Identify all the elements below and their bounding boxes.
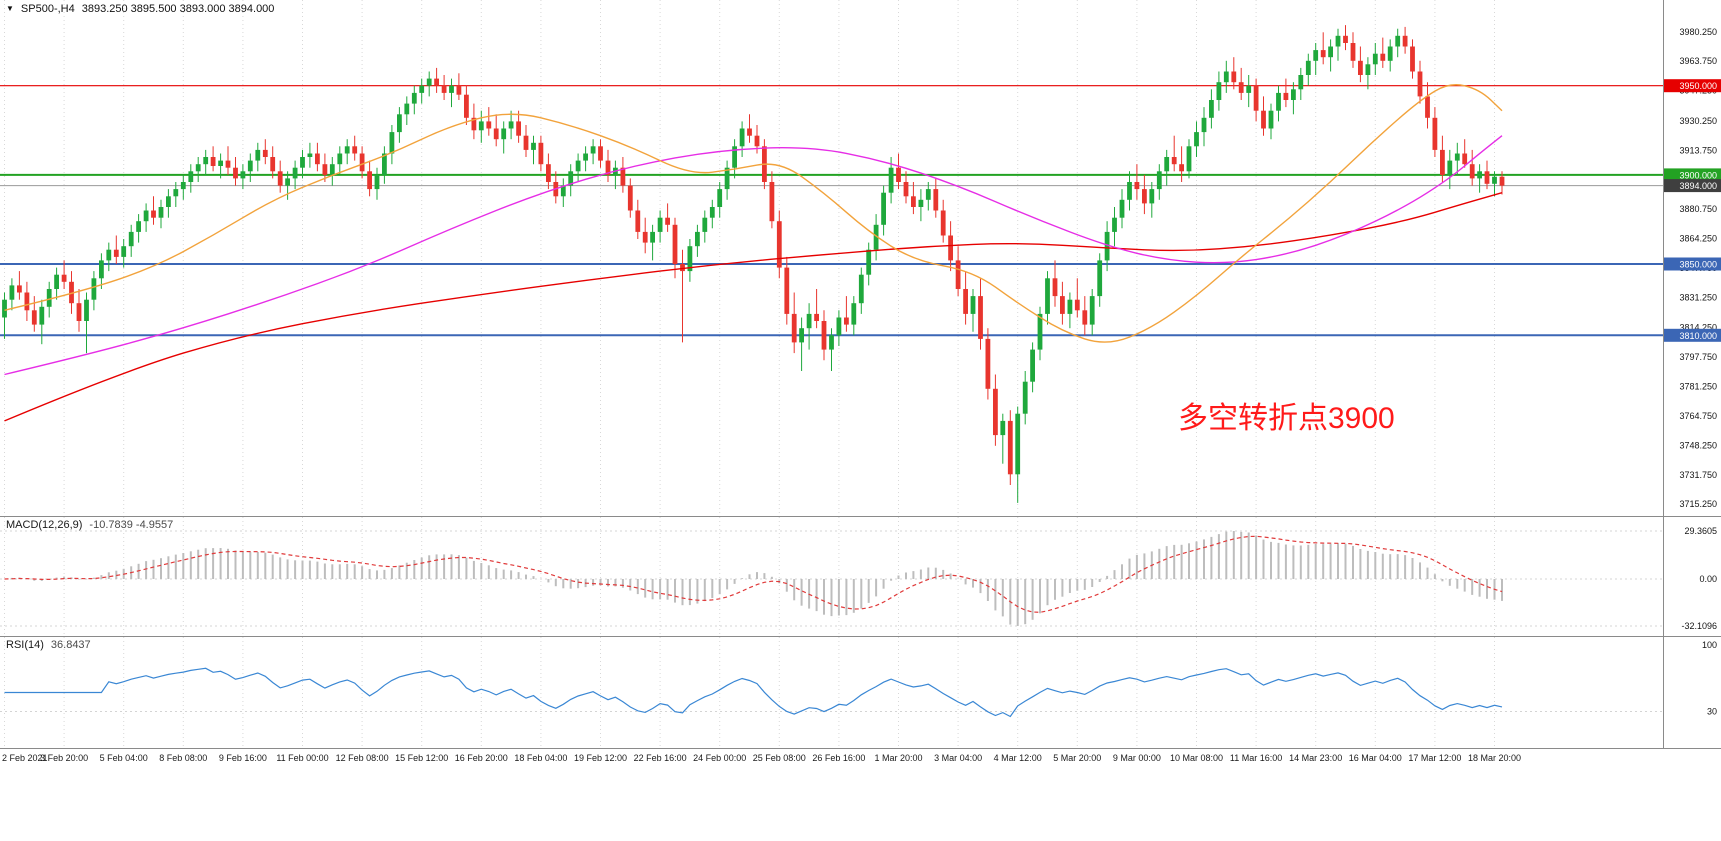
- svg-text:-32.1096: -32.1096: [1681, 621, 1717, 631]
- svg-text:3880.750: 3880.750: [1679, 204, 1717, 214]
- svg-text:30: 30: [1707, 707, 1717, 717]
- rsi-chart[interactable]: 100 30: [0, 637, 1721, 748]
- time-label: 9 Feb 16:00: [218, 753, 267, 763]
- price-chart[interactable]: 3980.2503963.7503947.2503930.2503913.750…: [0, 0, 1721, 516]
- time-label: 22 Feb 16:00: [633, 753, 687, 763]
- svg-text:29.3605: 29.3605: [1684, 526, 1717, 536]
- svg-text:3731.750: 3731.750: [1679, 470, 1717, 480]
- svg-text:3913.750: 3913.750: [1679, 145, 1717, 155]
- svg-text:100: 100: [1702, 640, 1717, 650]
- svg-text:3850.000: 3850.000: [1679, 260, 1717, 270]
- ma-mid-magenta: [4, 135, 1503, 376]
- svg-text:3810.000: 3810.000: [1679, 331, 1717, 341]
- time-label: 5 Mar 20:00: [1053, 753, 1102, 763]
- rsi-canvas[interactable]: 100 30: [0, 637, 1721, 748]
- time-label: 3 Feb 20:00: [40, 753, 89, 763]
- svg-text:3764.750: 3764.750: [1679, 411, 1717, 421]
- time-label: 11 Mar 16:00: [1229, 753, 1283, 763]
- time-label: 8 Feb 08:00: [159, 753, 208, 763]
- svg-text:3797.750: 3797.750: [1679, 352, 1717, 362]
- main-chart-panel[interactable]: 3980.2503963.7503947.2503930.2503913.750…: [0, 0, 1721, 516]
- time-label: 16 Mar 04:00: [1348, 753, 1402, 763]
- time-label: 18 Mar 20:00: [1467, 753, 1522, 763]
- time-label: 18 Feb 04:00: [514, 753, 568, 763]
- svg-text:3950.000: 3950.000: [1679, 81, 1717, 91]
- price-chart-canvas[interactable]: 3980.2503963.7503947.2503930.2503913.750…: [0, 0, 1721, 516]
- time-label: 17 Mar 12:00: [1408, 753, 1462, 763]
- time-label: 9 Mar 00:00: [1112, 753, 1161, 763]
- macd-canvas[interactable]: 29.3605 0.00 -32.1096: [0, 517, 1721, 636]
- rsi-line: [4, 667, 1503, 718]
- time-label: 24 Feb 00:00: [693, 753, 747, 763]
- svg-text:3900.000: 3900.000: [1679, 170, 1717, 180]
- svg-text:3715.250: 3715.250: [1679, 499, 1717, 509]
- time-label: 1 Mar 20:00: [874, 753, 923, 763]
- time-label: 10 Mar 08:00: [1169, 753, 1224, 763]
- svg-text:3748.250: 3748.250: [1679, 440, 1717, 450]
- svg-text:3864.250: 3864.250: [1679, 234, 1717, 244]
- rsi-panel[interactable]: 100 30 RSI(14) 36.8437: [0, 636, 1721, 748]
- ma-slow-red: [4, 192, 1503, 422]
- svg-text:3930.250: 3930.250: [1679, 116, 1717, 126]
- svg-text:3963.750: 3963.750: [1679, 56, 1717, 66]
- ma-fast-orange: [4, 84, 1503, 343]
- time-label: 15 Feb 12:00: [395, 753, 449, 763]
- footer-blank: [0, 770, 1721, 841]
- svg-text:0.00: 0.00: [1699, 574, 1717, 584]
- time-label: 11 Feb 00:00: [276, 753, 329, 763]
- time-label: 12 Feb 08:00: [335, 753, 389, 763]
- time-label: 2 Feb 2021: [2, 753, 48, 763]
- time-axis[interactable]: 2 Feb 2021 3 Feb 20:00 5 Feb 04:00 8 Feb 08…: [0, 748, 1721, 770]
- svg-text:3781.250: 3781.250: [1679, 382, 1717, 392]
- time-label: 16 Feb 20:00: [454, 753, 508, 763]
- macd-signal-line: [4, 535, 1503, 613]
- svg-text:3894.000: 3894.000: [1679, 181, 1717, 191]
- svg-text:3814.250: 3814.250: [1679, 323, 1717, 333]
- time-label: 3 Mar 04:00: [934, 753, 983, 763]
- time-label: 26 Feb 16:00: [812, 753, 866, 763]
- macd-panel[interactable]: 29.3605 0.00 -32.1096 MACD(12,26,9) -10.783…: [0, 516, 1721, 636]
- time-label: 19 Feb 12:00: [573, 753, 628, 763]
- svg-text:3980.250: 3980.250: [1679, 27, 1717, 37]
- time-label: 5 Feb 04:00: [99, 753, 148, 763]
- time-label: 14 Mar 23:00: [1289, 753, 1343, 763]
- macd-chart[interactable]: 29.3605 0.00 -32.1096: [0, 517, 1721, 636]
- time-label: 25 Feb 08:00: [752, 753, 806, 763]
- svg-text:3831.250: 3831.250: [1679, 292, 1717, 302]
- time-label: 4 Mar 12:00: [993, 753, 1042, 763]
